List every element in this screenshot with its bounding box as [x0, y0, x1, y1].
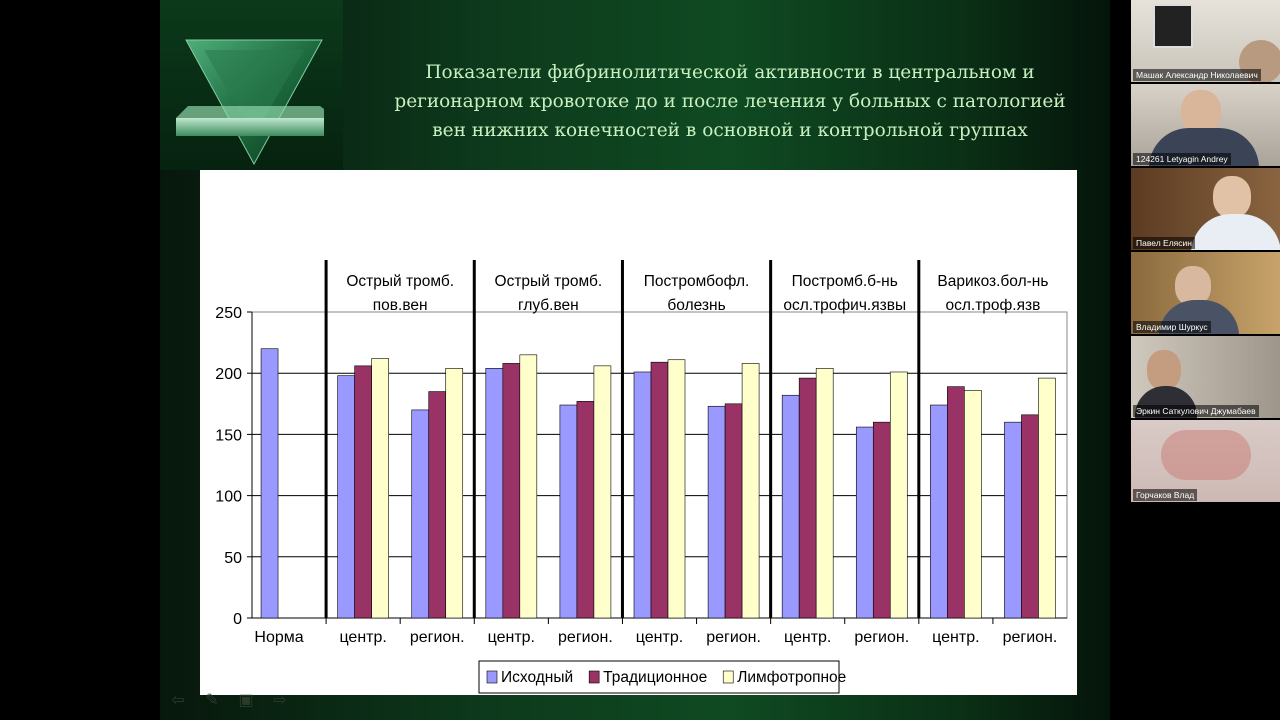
bar [633, 371, 652, 619]
arrow-right-icon[interactable]: ⇨ [273, 692, 287, 709]
bar [428, 391, 447, 619]
group-label: Постромбофл. [644, 273, 750, 290]
slide-title: Показатели фибринолитической активности … [365, 58, 1095, 145]
participant-name: Эркин Саткулович Джумабаев [1133, 405, 1259, 417]
legend-label: Лимфотропное [737, 669, 846, 686]
bar [1038, 377, 1056, 619]
chart-panel: 0 50 100 150 200 250 Норма центр. регион. центр. р… [200, 170, 1077, 695]
bar [650, 361, 669, 619]
x-tick-label: центр. [784, 629, 831, 646]
bar [889, 371, 908, 619]
screen-icon[interactable]: ▣ [238, 692, 254, 709]
bar [337, 375, 355, 619]
bar [502, 363, 521, 619]
group-label: осл.троф.язв [945, 297, 1040, 314]
x-tick-label: регион. [558, 629, 613, 646]
bar [1004, 421, 1022, 619]
bar [519, 354, 538, 619]
participant-video [1181, 90, 1221, 134]
group-label: Острый тромб. [495, 273, 603, 290]
participant-video [1191, 214, 1280, 250]
bar [559, 404, 578, 619]
y-tick-label: 0 [233, 611, 242, 628]
x-tick-label: центр. [932, 629, 979, 646]
participant-video [1213, 176, 1251, 218]
participant-tile[interactable]: 124261 Letyagin Andrey [1131, 84, 1280, 166]
participant-video [1175, 266, 1211, 306]
bar [855, 426, 874, 619]
participant-tile[interactable]: Эркин Саткулович Джумабаев [1131, 336, 1280, 418]
legend-swatch [722, 670, 734, 684]
participant-name: Машак Александр Николаевич [1133, 69, 1261, 81]
bar [798, 377, 817, 619]
bar [593, 365, 612, 619]
x-tick-label: регион. [854, 629, 909, 646]
group-label: Постромб.б-нь [792, 273, 898, 290]
bar [707, 405, 726, 619]
participant-name: Горчаков Влад [1133, 489, 1198, 501]
bar [930, 404, 948, 619]
group-label: пов.вен [373, 297, 428, 314]
legend-swatch [486, 670, 498, 684]
portrait-frame [1153, 4, 1193, 48]
bar [872, 421, 891, 619]
bar [964, 390, 982, 619]
bar [445, 368, 464, 619]
bar-chart: 0 50 100 150 200 250 Норма центр. регион. центр. р… [215, 260, 1068, 694]
participants-panel: Машак Александр Николаевич 124261 Letyag… [1131, 0, 1280, 504]
bar [485, 368, 504, 619]
slide-title-line: регионарном кровотоке до и после лечения… [394, 91, 1066, 112]
bar [724, 403, 743, 619]
group-label: глуб.вен [518, 297, 579, 314]
x-tick-label: центр. [636, 629, 683, 646]
bar [354, 365, 372, 619]
y-tick-label: 200 [215, 366, 242, 383]
bar [815, 368, 834, 619]
x-tick-label: регион. [1003, 629, 1058, 646]
x-tick-label: центр. [339, 629, 386, 646]
triangle-logo-icon [176, 39, 324, 166]
legend-swatch [588, 670, 600, 684]
x-tick-label: Норма [254, 629, 303, 646]
legend-label: Традиционное [603, 669, 707, 686]
participant-tile[interactable]: Павел Елясин [1131, 168, 1280, 250]
pen-icon[interactable]: ✎ [205, 692, 219, 709]
bar [947, 386, 965, 619]
participant-tile[interactable]: Владимир Шуркус [1131, 252, 1280, 334]
participant-name: Павел Елясин [1133, 237, 1195, 249]
bar [741, 363, 760, 619]
participant-video [1161, 430, 1251, 480]
x-tick-label: регион. [410, 629, 465, 646]
y-tick-label: 250 [215, 305, 242, 322]
bar [667, 359, 686, 619]
y-tick-label: 150 [215, 427, 242, 444]
y-tick-label: 100 [215, 489, 242, 506]
participant-name: Владимир Шуркус [1133, 321, 1211, 333]
group-label: болезнь [667, 297, 725, 314]
group-label: Варикоз.бол-нь [937, 273, 1048, 290]
group-label: Острый тромб. [346, 273, 454, 290]
x-tick-label: регион. [706, 629, 761, 646]
bar [371, 358, 389, 619]
bar [781, 394, 800, 619]
slide-title-line: Показатели фибринолитической активности … [425, 62, 1035, 83]
legend-label: Исходный [501, 669, 573, 686]
legend-box [478, 660, 840, 694]
arrow-left-icon[interactable]: ⇦ [171, 692, 185, 709]
group-label: осл.трофич.язвы [783, 297, 906, 314]
participant-tile[interactable]: Горчаков Влад [1131, 420, 1280, 502]
participant-name: 124261 Letyagin Andrey [1133, 153, 1231, 165]
bar [576, 401, 595, 619]
bar [260, 348, 279, 619]
slideshow-controls: ⇦ ✎ ▣ ⇨ [168, 692, 290, 710]
x-tick-label: центр. [488, 629, 535, 646]
bar [1021, 414, 1039, 619]
bar [411, 409, 430, 619]
y-tick-label: 50 [224, 550, 242, 567]
participant-tile[interactable]: Машак Александр Николаевич [1131, 0, 1280, 82]
slide-title-line: вен нижних конечностей в основной и конт… [432, 120, 1028, 141]
participant-video [1147, 350, 1181, 390]
